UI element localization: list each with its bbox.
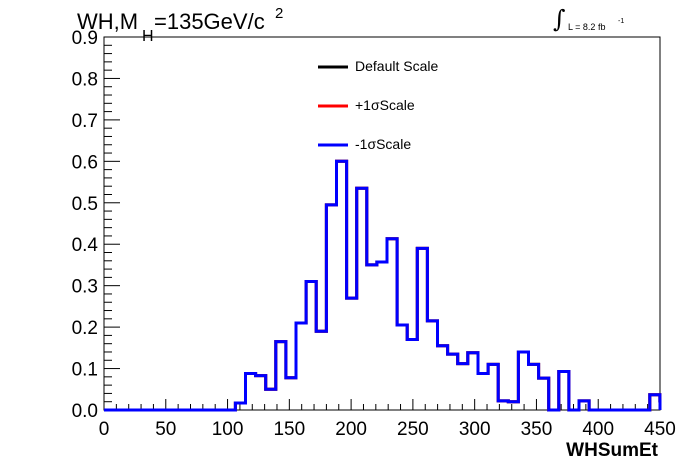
title-prefix: WH,M	[77, 9, 139, 34]
x-tick-label: 450	[644, 419, 676, 440]
y-tick-label: 0.6	[72, 152, 98, 173]
x-axis-label: WHSumEt	[566, 440, 658, 461]
title-subscript: H	[142, 28, 154, 45]
x-tick-label: 100	[212, 419, 244, 440]
legend-entry-label: Default Scale	[355, 58, 439, 74]
legend	[318, 65, 348, 147]
y-tick-label: 0.8	[72, 69, 98, 90]
y-tick-label: 0.2	[72, 318, 98, 339]
y-tick-label: 0.7	[72, 111, 98, 132]
lumi-label: L = 8.2 fb	[568, 22, 606, 32]
lumi-superscript: -1	[618, 18, 625, 25]
title-superscript: 2	[275, 5, 284, 22]
y-axis: 0.0 0.1 0.2 0.3 0.4 0.5 0.6 0.7 0.8 0.9	[72, 28, 120, 422]
series-line	[104, 159, 662, 412]
x-tick-label: 250	[397, 419, 429, 440]
series-line	[104, 159, 662, 412]
y-tick-label: 0.1	[72, 360, 98, 381]
x-tick-label: 50	[155, 419, 176, 440]
y-tick-label: 0.3	[72, 277, 98, 298]
series-layer	[104, 159, 662, 412]
legend-entry-label: +1σScale	[355, 97, 415, 113]
y-tick-label: 0.9	[72, 28, 98, 49]
x-tick-label: 400	[582, 419, 614, 440]
x-tick-label: 200	[335, 419, 367, 440]
y-tick-label: 0.0	[72, 401, 98, 422]
series-line	[104, 159, 662, 412]
legend-entry-label: -1σScale	[355, 136, 412, 152]
x-tick-label: 150	[273, 419, 305, 440]
y-tick-label: 0.5	[72, 194, 98, 215]
x-axis: 0 50 100 150 200 250 300 350 400 450	[99, 399, 676, 440]
title-value: =135GeV/c	[154, 9, 265, 34]
x-tick-label: 0	[99, 419, 110, 440]
x-tick-label: 350	[521, 419, 553, 440]
plot-frame	[103, 36, 661, 411]
y-tick-label: 0.4	[72, 235, 99, 256]
x-tick-label: 300	[459, 419, 491, 440]
lumi-integral-sign: ∫	[553, 5, 566, 33]
